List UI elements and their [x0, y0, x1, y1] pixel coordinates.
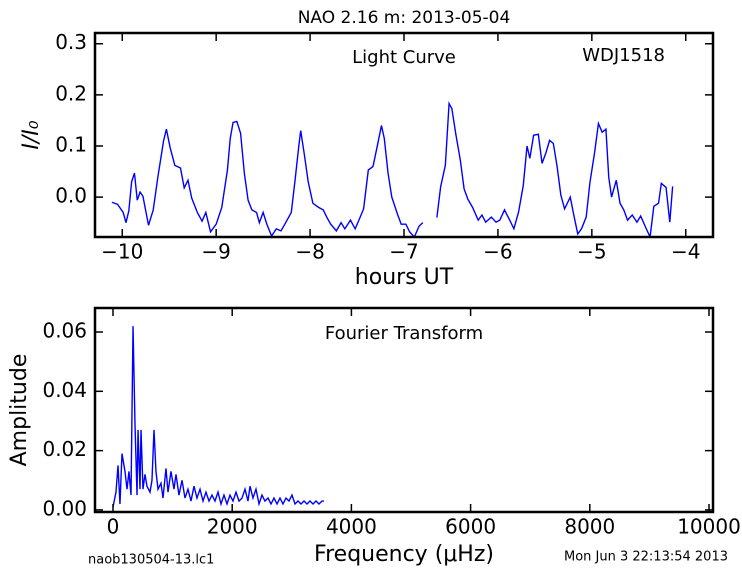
axes-frame — [93, 31, 715, 239]
y-tick-label: 0.06 — [42, 319, 87, 343]
x-tick-label: −10 — [101, 240, 143, 264]
x-tick-label: −4 — [671, 240, 700, 264]
x-tick-label: −8 — [295, 240, 324, 264]
y-axis-label: I/I₀ — [19, 120, 44, 149]
x-axis-label: hours UT — [355, 265, 454, 290]
y-axis-label: Amplitude — [7, 354, 32, 467]
annotation: Light Curve — [352, 47, 456, 68]
x-tick-label: −6 — [483, 240, 512, 264]
x-tick-label: 2000 — [207, 515, 258, 539]
y-tick-label: 0.3 — [55, 30, 87, 54]
y-tick-label: 0.00 — [42, 496, 87, 520]
x-tick-label: 8000 — [564, 515, 615, 539]
x-tick-label: 10000 — [677, 515, 741, 539]
x-tick-label: 4000 — [326, 515, 377, 539]
data-line — [111, 101, 674, 237]
y-tick-label: 0.2 — [55, 81, 87, 105]
y-tick-label: 0.02 — [42, 437, 87, 461]
annotation: Fourier Transform — [325, 323, 483, 344]
footer-right: Mon Jun 3 22:13:54 2013 — [564, 550, 728, 565]
axes-frame — [93, 306, 715, 514]
x-tick-label: −5 — [577, 240, 606, 264]
y-tick-label: 0.04 — [42, 378, 87, 402]
annotation: WDJ1518 — [582, 45, 665, 66]
y-tick-label: 0.1 — [55, 132, 87, 156]
x-tick-label: 6000 — [445, 515, 496, 539]
x-tick-label: −7 — [389, 240, 418, 264]
x-tick-label: −9 — [201, 240, 230, 264]
footer-left: naob130504-13.lc1 — [88, 553, 214, 568]
y-tick-label: 0.0 — [55, 184, 87, 208]
x-tick-label: 0 — [107, 515, 120, 539]
chart-title: NAO 2.16 m: 2013-05-04 — [298, 8, 511, 28]
data-line — [112, 326, 324, 508]
x-axis-label: Frequency (μHz) — [314, 542, 494, 567]
